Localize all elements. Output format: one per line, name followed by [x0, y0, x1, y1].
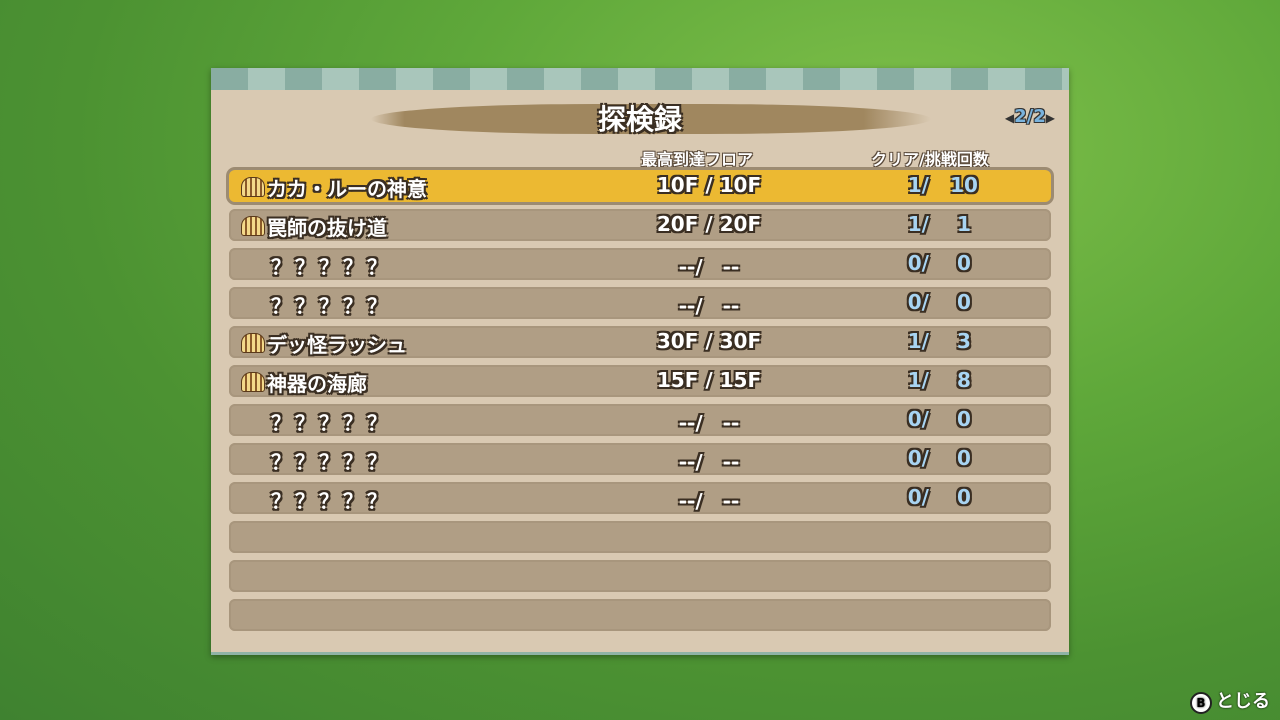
- b-button-icon: B: [1190, 692, 1212, 714]
- title-brush-decoration: [371, 104, 931, 134]
- dungeon-row[interactable]: ？？？？？ --/ -- 0/0: [229, 248, 1051, 280]
- dungeon-name: 罠師の抜け道: [267, 216, 387, 240]
- dungeon-name: デッ怪ラッシュ: [267, 333, 407, 357]
- dungeon-row[interactable]: 神器の海廊 15F / 15F 1/8: [229, 365, 1051, 397]
- bread-icon: [241, 177, 265, 197]
- attempt-count: 3: [957, 329, 971, 353]
- header-clear: クリア/挑戦回数: [871, 150, 989, 169]
- dungeon-row[interactable]: 罠師の抜け道 20F / 20F 1/1: [229, 209, 1051, 241]
- max-floor: --/ --: [678, 255, 740, 279]
- empty-row: [229, 560, 1051, 592]
- max-floor: 30F / 30F: [656, 329, 762, 353]
- page-indicator[interactable]: ◀2/2▶: [1004, 106, 1055, 127]
- max-floor: --/ --: [678, 489, 740, 513]
- dungeon-row[interactable]: ？？？？？ --/ -- 0/0: [229, 443, 1051, 475]
- dungeon-row[interactable]: カカ・ルーの神意 10F / 10F 1/10: [229, 170, 1051, 202]
- dungeon-name: 神器の海廊: [267, 372, 367, 396]
- max-floor: 20F / 20F: [656, 212, 762, 236]
- attempt-count: 8: [957, 368, 971, 392]
- max-floor: --/ --: [678, 294, 740, 318]
- attempt-count: 0: [957, 446, 971, 470]
- clear-count: 1/: [907, 329, 929, 353]
- bread-icon: [241, 333, 265, 353]
- bread-icon: [241, 216, 265, 236]
- close-button[interactable]: B とじる: [1190, 687, 1270, 714]
- attempt-count: 0: [957, 290, 971, 314]
- max-floor: --/ --: [678, 450, 740, 474]
- empty-row: [229, 599, 1051, 631]
- dungeon-name: カカ・ルーの神意: [267, 177, 427, 201]
- clear-count: 1/: [907, 368, 929, 392]
- header-floor: 最高到達フロア: [641, 150, 754, 169]
- dungeon-name: ？？？？？: [271, 489, 391, 513]
- attempt-count: 1: [957, 212, 971, 236]
- page-title: 探検録: [597, 103, 682, 136]
- attempt-count: 0: [957, 407, 971, 431]
- clear-count: 0/: [907, 290, 929, 314]
- chevron-left-icon[interactable]: ◀: [1004, 111, 1015, 125]
- max-floor: 15F / 15F: [656, 368, 762, 392]
- clear-count: 0/: [907, 251, 929, 275]
- clear-count: 1/: [907, 212, 929, 236]
- clear-count: 0/: [907, 407, 929, 431]
- max-floor: 10F / 10F: [656, 173, 762, 197]
- dungeon-name: ？？？？？: [271, 411, 391, 435]
- clear-count: 0/: [907, 446, 929, 470]
- exploration-record-panel: 探検録 ◀2/2▶ 最高到達フロア クリア/挑戦回数 カカ・ルーの神意 10F /…: [211, 68, 1069, 655]
- panel-stripe: [211, 68, 1069, 90]
- dungeon-name: ？？？？？: [271, 294, 391, 318]
- clear-count: 0/: [907, 485, 929, 509]
- max-floor: --/ --: [678, 411, 740, 435]
- dungeon-name: ？？？？？: [271, 255, 391, 279]
- dungeon-row[interactable]: ？？？？？ --/ -- 0/0: [229, 404, 1051, 436]
- dungeon-name: ？？？？？: [271, 450, 391, 474]
- empty-row: [229, 521, 1051, 553]
- chevron-right-icon[interactable]: ▶: [1045, 111, 1055, 125]
- dungeon-row[interactable]: ？？？？？ --/ -- 0/0: [229, 482, 1051, 514]
- bread-icon: [241, 372, 265, 392]
- attempt-count: 0: [957, 251, 971, 275]
- dungeon-row[interactable]: ？？？？？ --/ -- 0/0: [229, 287, 1051, 319]
- dungeon-row[interactable]: デッ怪ラッシュ 30F / 30F 1/3: [229, 326, 1051, 358]
- clear-count: 1/: [907, 173, 929, 197]
- attempt-count: 0: [957, 485, 971, 509]
- attempt-count: 10: [950, 173, 978, 197]
